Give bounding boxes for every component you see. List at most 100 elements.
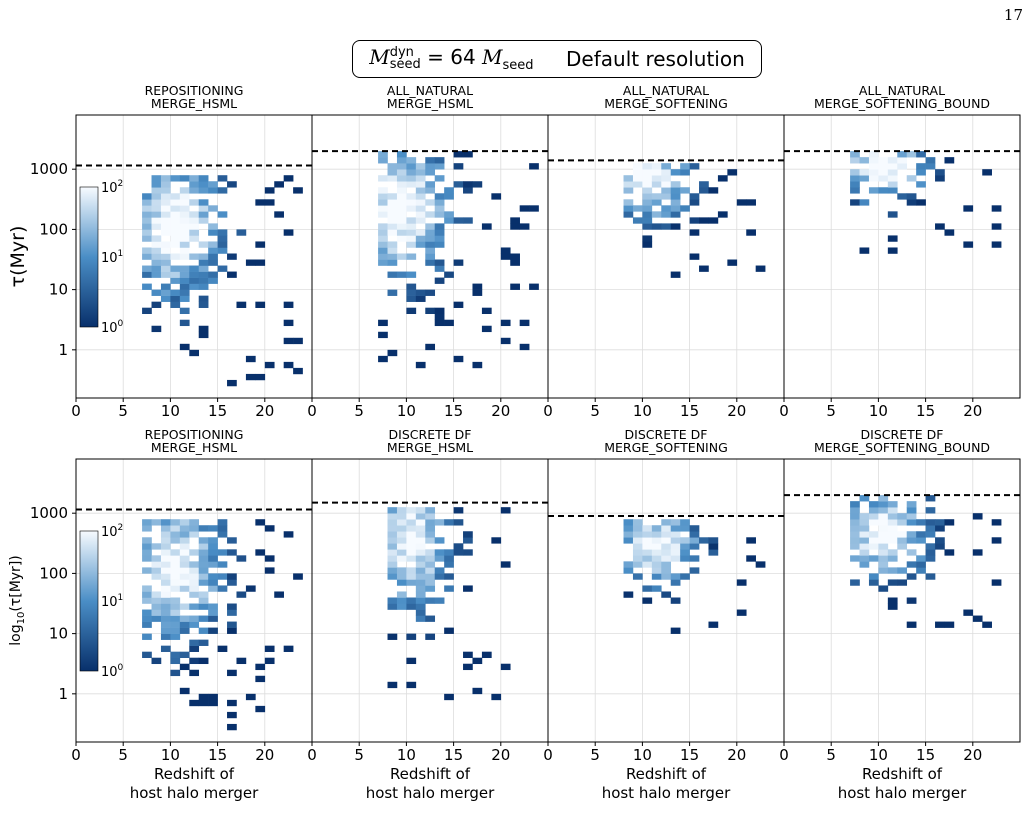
- heatmap-cell: [415, 241, 426, 248]
- x-axis-label-line1: Redshift of: [862, 765, 943, 783]
- heatmap-cell: [453, 163, 464, 170]
- heatmap-cell: [850, 157, 860, 164]
- heatmap-cell: [680, 549, 690, 556]
- heatmap-cell: [680, 519, 690, 526]
- heatmap-cell: [208, 585, 218, 592]
- x-tick-label: 10: [869, 402, 888, 420]
- x-tick-label: 15: [916, 746, 935, 764]
- heatmap-cell: [972, 513, 983, 520]
- heatmap-cell: [396, 567, 407, 574]
- heatmap-cell: [198, 555, 209, 562]
- heatmap-cell: [434, 229, 445, 236]
- heatmap-cell: [170, 217, 181, 224]
- heatmap-cell: [500, 253, 511, 260]
- heatmap-cell: [519, 343, 530, 351]
- heatmap-cell: [878, 549, 889, 556]
- heatmap-cell: [396, 217, 407, 224]
- heatmap-cell: [670, 531, 681, 538]
- heatmap-cell: [623, 205, 634, 212]
- heatmap-cell: [198, 615, 209, 622]
- heatmap-cell: [415, 579, 426, 586]
- heatmap-cell: [189, 615, 200, 622]
- heatmap-cell: [387, 603, 398, 610]
- heatmap-cell: [632, 163, 643, 170]
- heatmap-cell: [387, 507, 398, 514]
- heatmap-cell: [236, 301, 247, 308]
- heatmap-cell: [935, 621, 945, 628]
- heatmap-cell: [642, 597, 653, 604]
- heatmap-cell: [689, 253, 700, 260]
- heatmap-cell: [425, 507, 436, 514]
- colorbar-tick-label: 102: [101, 523, 123, 540]
- heatmap-cell: [227, 609, 237, 616]
- heatmap-cell: [642, 163, 653, 170]
- heatmap-cell: [378, 151, 388, 158]
- heatmap-cell: [208, 247, 218, 254]
- heatmap-cell: [160, 187, 171, 194]
- heatmap-cell: [444, 187, 454, 194]
- heatmap-cell: [991, 519, 1002, 526]
- heatmap-cell: [887, 567, 898, 574]
- heatmap-cell: [463, 187, 473, 194]
- heatmap-cell: [151, 325, 162, 333]
- heatmap-cell: [425, 253, 436, 260]
- heatmap-cell: [396, 537, 407, 544]
- heatmap-cell: [142, 615, 152, 622]
- heatmap-cell: [264, 657, 275, 665]
- heatmap-cell: [850, 501, 860, 508]
- heatmap-cell: [170, 561, 181, 568]
- heatmap-cell: [623, 531, 634, 538]
- heatmap-cell: [425, 343, 436, 351]
- heatmap-cell: [198, 187, 209, 194]
- heatmap-cell: [887, 169, 898, 176]
- heatmap-cell: [406, 531, 417, 538]
- heatmap-cell: [661, 169, 672, 176]
- heatmap-cell: [151, 259, 162, 266]
- heatmap-cell: [217, 247, 228, 254]
- heatmap-cell: [670, 187, 681, 194]
- heatmap-cell: [170, 223, 181, 230]
- heatmap-cell: [198, 217, 209, 224]
- heatmap-cell: [878, 175, 889, 182]
- heatmap-cell: [850, 555, 860, 562]
- heatmap-cell: [906, 507, 917, 514]
- heatmap-cell: [179, 579, 190, 586]
- heatmap-cell: [396, 603, 407, 610]
- heatmap-cell: [963, 609, 974, 616]
- heatmap-cell: [406, 555, 417, 562]
- x-axis-label-line2: host halo merger: [366, 784, 495, 802]
- heatmap-cell: [179, 561, 190, 568]
- heatmap-cell: [642, 537, 653, 544]
- heatmap-cell: [160, 621, 171, 628]
- x-tick-label: 10: [633, 402, 652, 420]
- heatmap-cell: [227, 627, 237, 634]
- heatmap-cell: [170, 555, 181, 562]
- panel-title-line: DISCRETE DF: [861, 427, 944, 442]
- heatmap-cell: [651, 211, 662, 218]
- heatmap-cell: [699, 537, 709, 544]
- heatmap-cell: [189, 585, 200, 592]
- heatmap-cell: [444, 217, 454, 224]
- heatmap-cell: [217, 175, 228, 182]
- heatmap-cell: [283, 645, 294, 652]
- heatmap-cell: [160, 537, 171, 544]
- heatmap-cell: [708, 543, 719, 550]
- heatmap-cell: [198, 211, 209, 218]
- heatmap-cell: [453, 259, 464, 266]
- heatmap-cell: [887, 519, 898, 526]
- heatmap-cell: [387, 211, 398, 218]
- heatmap-cell: [708, 621, 719, 628]
- heatmap-cell: [208, 223, 218, 230]
- heatmap-cell: [255, 519, 266, 526]
- heatmap-cell: [632, 217, 643, 224]
- heatmap-cell: [963, 205, 974, 212]
- heatmap-cell: [170, 253, 181, 260]
- heatmap-cell: [208, 561, 218, 568]
- heatmap-cell: [396, 193, 407, 200]
- heatmap-cell: [378, 187, 388, 194]
- heatmap-cell: [463, 151, 473, 158]
- heatmap-cell: [179, 193, 190, 200]
- x-tick-label: 15: [916, 402, 935, 420]
